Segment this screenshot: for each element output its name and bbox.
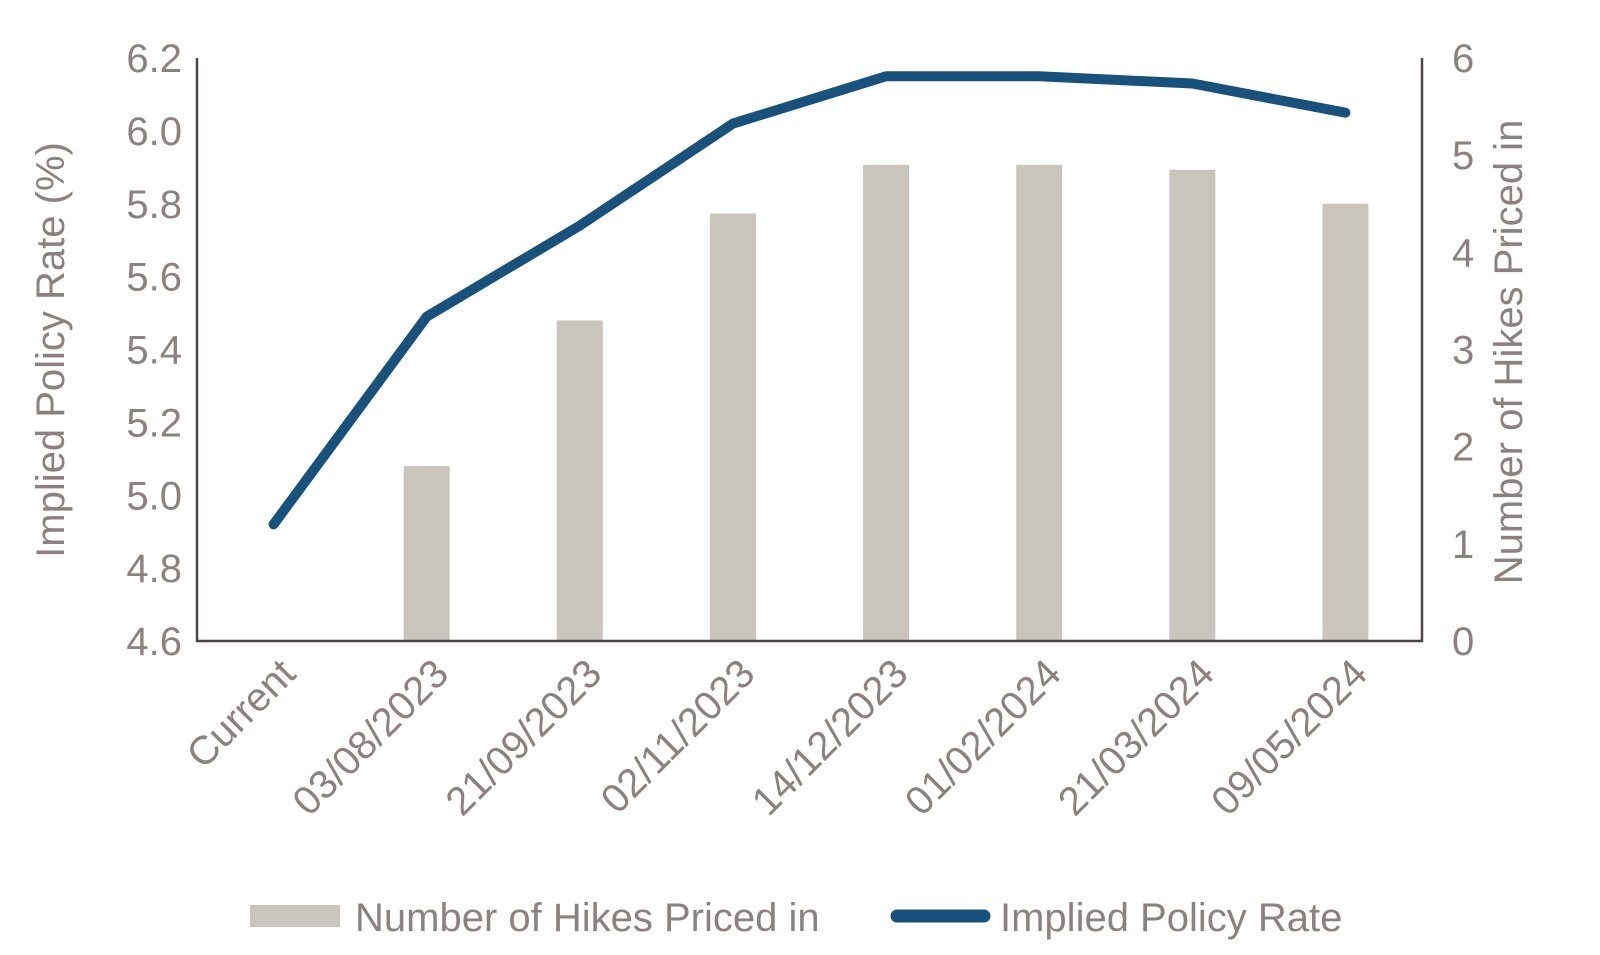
left-axis-tick: 5.4: [126, 329, 182, 373]
bar: [1016, 164, 1063, 641]
right-axis-tick: 6: [1452, 37, 1474, 81]
bar-series: [403, 164, 1369, 641]
left-axis-tick: 5.0: [126, 474, 182, 518]
x-axis-label: 21/03/2024: [1050, 651, 1223, 824]
x-axis-label: Current: [178, 651, 303, 776]
x-axis-label: 14/12/2023: [744, 651, 917, 824]
x-axis-label: 02/11/2023: [593, 651, 764, 822]
x-axis-label: 09/05/2024: [1203, 651, 1376, 824]
left-axis-title: Implied Policy Rate (%): [29, 142, 73, 558]
legend-bar-label: Number of Hikes Priced in: [355, 896, 820, 940]
right-axis-tick: 5: [1452, 134, 1474, 178]
legend-line-label: Implied Policy Rate: [1000, 896, 1342, 940]
x-axis-label: 21/09/2023: [437, 651, 610, 824]
right-axis-title: Number of Hikes Priced in: [1487, 120, 1531, 585]
right-axis-tick: 1: [1452, 523, 1474, 567]
left-axis-tick: 5.2: [126, 401, 182, 445]
left-axis-tick: 4.8: [126, 547, 182, 591]
x-axis-category-labels: Current03/08/202321/09/202302/11/202314/…: [178, 651, 1375, 824]
legend: Number of Hikes Priced in Implied Policy…: [250, 896, 1342, 940]
line: [268, 71, 1351, 530]
x-axis-label: 03/08/2023: [284, 651, 457, 824]
bar: [709, 213, 756, 641]
left-axis-tick: 6.2: [126, 37, 182, 81]
left-axis-tick-labels: 4.6 4.8 5.0 5.2 5.4 5.6 5.8 6.0 6.2: [126, 37, 182, 664]
bar: [403, 466, 450, 641]
right-axis-tick-labels: 0 1 2 3 4 5 6: [1452, 37, 1474, 664]
left-axis-tick: 4.6: [126, 620, 182, 664]
left-axis-tick: 6.0: [126, 110, 182, 154]
bar: [556, 320, 603, 641]
axis-lines: [195, 58, 1424, 643]
bar: [1169, 169, 1216, 641]
left-axis-tick: 5.6: [126, 256, 182, 300]
right-axis-tick: 2: [1452, 426, 1474, 470]
x-axis-label: 01/02/2024: [897, 651, 1070, 824]
right-axis-tick: 3: [1452, 329, 1474, 373]
left-axis-tick: 5.8: [126, 183, 182, 227]
bar: [1322, 203, 1369, 641]
right-axis-tick: 4: [1452, 231, 1474, 275]
legend-bar-swatch: [250, 905, 340, 927]
bar: [863, 164, 910, 641]
axes: [195, 58, 1424, 643]
line-series: [268, 71, 1351, 530]
right-axis-tick: 0: [1452, 620, 1474, 664]
